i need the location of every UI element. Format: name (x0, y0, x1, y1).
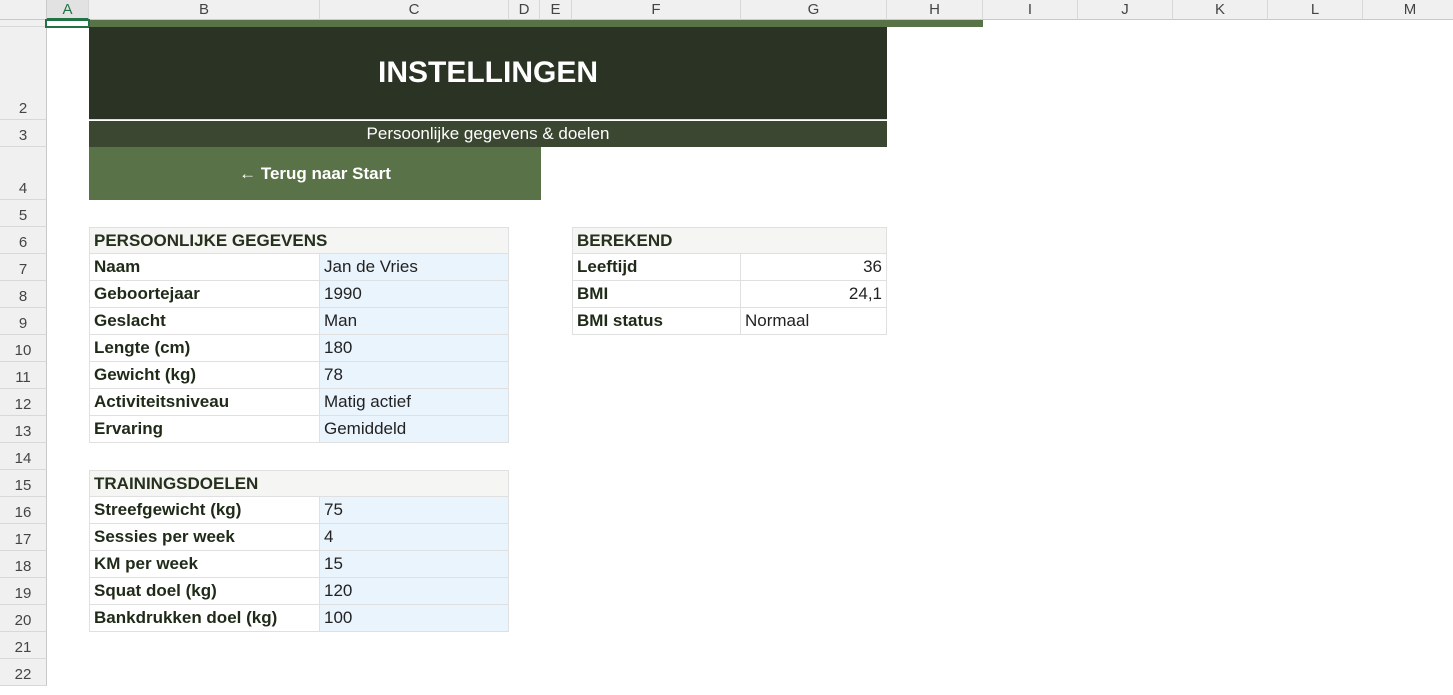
select-all-corner[interactable] (0, 0, 47, 20)
field-label: Geboortejaar (89, 281, 320, 308)
row-header[interactable]: 13 (0, 416, 47, 443)
column-header-h[interactable]: H (887, 0, 983, 20)
row-header[interactable]: 6 (0, 227, 47, 254)
column-header-k[interactable]: K (1173, 0, 1268, 20)
row-header[interactable]: 14 (0, 443, 47, 470)
field-value: Normaal (741, 308, 887, 335)
field-value[interactable]: 1990 (320, 281, 509, 308)
field-label: BMI status (572, 308, 741, 335)
field-label: Leeftijd (572, 254, 741, 281)
row-header[interactable]: 4 (0, 147, 47, 200)
column-header-b[interactable]: B (89, 0, 320, 20)
field-value[interactable]: Matig actief (320, 389, 509, 416)
row-header[interactable]: 19 (0, 578, 47, 605)
field-value[interactable]: 120 (320, 578, 509, 605)
green-band (89, 20, 983, 27)
column-header-j[interactable]: J (1078, 0, 1173, 20)
row-header[interactable]: 16 (0, 497, 47, 524)
field-value[interactable]: 180 (320, 335, 509, 362)
field-value[interactable]: 75 (320, 497, 509, 524)
field-value[interactable]: Gemiddeld (320, 416, 509, 443)
column-header-g[interactable]: G (741, 0, 887, 20)
section-header: BEREKEND (572, 227, 887, 254)
row-header[interactable]: 15 (0, 470, 47, 497)
column-header-m[interactable]: M (1363, 0, 1453, 20)
field-value[interactable]: Man (320, 308, 509, 335)
column-header-c[interactable]: C (320, 0, 509, 20)
column-header-d[interactable]: D (509, 0, 540, 20)
field-label: Sessies per week (89, 524, 320, 551)
row-header[interactable]: 17 (0, 524, 47, 551)
field-value: 36 (741, 254, 887, 281)
field-label: Bankdrukken doel (kg) (89, 605, 320, 632)
back-to-start-button[interactable]: ← Terug naar Start (89, 147, 541, 200)
page-subtitle: Persoonlijke gegevens & doelen (89, 121, 887, 147)
column-header-a[interactable]: A (47, 0, 89, 20)
row-header[interactable]: 8 (0, 281, 47, 308)
active-cell-a1[interactable] (45, 19, 90, 28)
field-label: Geslacht (89, 308, 320, 335)
field-label: BMI (572, 281, 741, 308)
column-header-e[interactable]: E (540, 0, 572, 20)
column-header-l[interactable]: L (1268, 0, 1363, 20)
row-header[interactable]: 18 (0, 551, 47, 578)
column-header-f[interactable]: F (572, 0, 741, 20)
row-header[interactable]: 11 (0, 362, 47, 389)
row-header[interactable]: 20 (0, 605, 47, 632)
row-header[interactable]: 22 (0, 659, 47, 686)
field-value[interactable]: 78 (320, 362, 509, 389)
row-header[interactable]: 12 (0, 389, 47, 416)
field-value[interactable]: Jan de Vries (320, 254, 509, 281)
section-header: PERSOONLIJKE GEGEVENS (89, 227, 509, 254)
field-value: 24,1 (741, 281, 887, 308)
row-header[interactable]: 21 (0, 632, 47, 659)
field-label: Gewicht (kg) (89, 362, 320, 389)
page-title: INSTELLINGEN (89, 27, 887, 120)
row-header[interactable]: 2 (0, 27, 47, 120)
field-label: Lengte (cm) (89, 335, 320, 362)
row-header[interactable]: 7 (0, 254, 47, 281)
row-header[interactable]: 9 (0, 308, 47, 335)
column-header-i[interactable]: I (983, 0, 1078, 20)
row-header[interactable] (0, 20, 47, 27)
field-label: Activiteitsniveau (89, 389, 320, 416)
field-value[interactable]: 100 (320, 605, 509, 632)
row-header[interactable]: 10 (0, 335, 47, 362)
row-header[interactable]: 3 (0, 120, 47, 147)
field-value[interactable]: 4 (320, 524, 509, 551)
field-label: Streefgewicht (kg) (89, 497, 320, 524)
field-value[interactable]: 15 (320, 551, 509, 578)
field-label: Squat doel (kg) (89, 578, 320, 605)
row-header[interactable]: 5 (0, 200, 47, 227)
field-label: Naam (89, 254, 320, 281)
section-header: TRAININGSDOELEN (89, 470, 509, 497)
field-label: KM per week (89, 551, 320, 578)
field-label: Ervaring (89, 416, 320, 443)
